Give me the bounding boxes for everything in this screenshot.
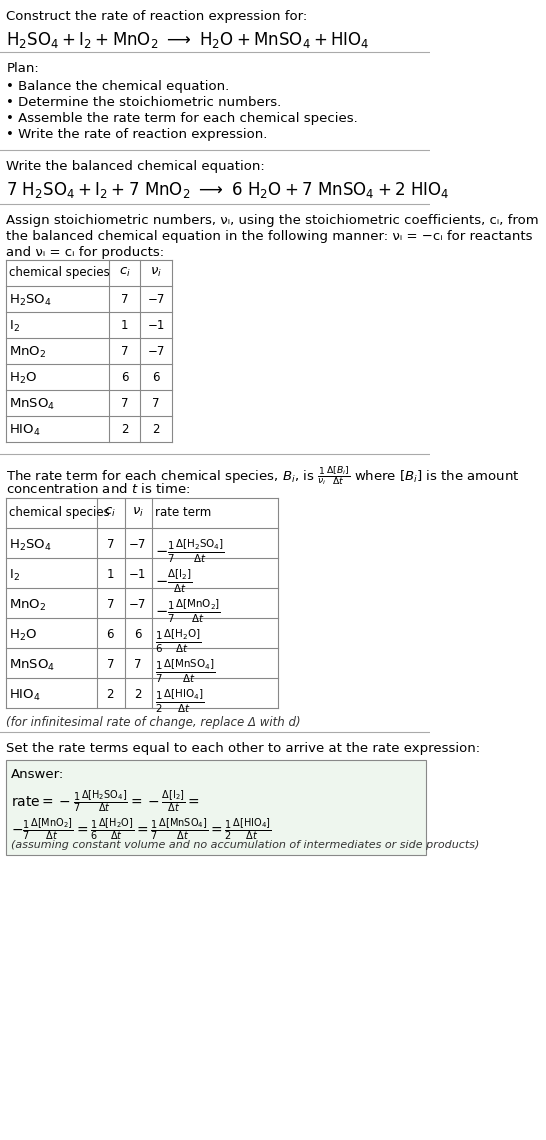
Text: 2: 2 xyxy=(152,423,160,435)
Text: (for infinitesimal rate of change, replace Δ with d): (for infinitesimal rate of change, repla… xyxy=(7,716,301,728)
Text: −1: −1 xyxy=(129,568,147,581)
Text: $\mathregular{H_2O}$: $\mathregular{H_2O}$ xyxy=(9,370,38,386)
Text: 7: 7 xyxy=(121,397,128,410)
Text: −7: −7 xyxy=(129,598,147,611)
Text: the balanced chemical equation in the following manner: νᵢ = −cᵢ for reactants: the balanced chemical equation in the fo… xyxy=(7,230,533,243)
Text: −7: −7 xyxy=(147,293,165,306)
Text: 6: 6 xyxy=(152,370,160,384)
Text: $c_i$: $c_i$ xyxy=(118,266,130,279)
Text: • Write the rate of reaction expression.: • Write the rate of reaction expression. xyxy=(7,128,268,141)
Text: rate term: rate term xyxy=(155,506,211,519)
Text: 1: 1 xyxy=(106,568,114,581)
Text: 7: 7 xyxy=(121,345,128,358)
Text: Plan:: Plan: xyxy=(7,62,39,75)
Text: $-\frac{1}{7}\frac{\Delta[\mathrm{H_2SO_4}]}{\Delta t}$: $-\frac{1}{7}\frac{\Delta[\mathrm{H_2SO_… xyxy=(155,538,225,565)
Text: $\frac{1}{7}\frac{\Delta[\mathrm{MnSO_4}]}{\Delta t}$: $\frac{1}{7}\frac{\Delta[\mathrm{MnSO_4}… xyxy=(155,658,216,685)
Text: $-\frac{1}{7}\frac{\Delta[\mathrm{MnO_2}]}{\Delta t}$: $-\frac{1}{7}\frac{\Delta[\mathrm{MnO_2}… xyxy=(155,598,221,626)
Text: chemical species: chemical species xyxy=(9,506,110,519)
Text: 1: 1 xyxy=(121,319,128,332)
Text: $\mathregular{7\ H_2SO_4 + I_2 + 7\ MnO_2\ \longrightarrow\ 6\ H_2O + 7\ MnSO_4 : $\mathregular{7\ H_2SO_4 + I_2 + 7\ MnO_… xyxy=(7,180,450,200)
Text: Construct the rate of reaction expression for:: Construct the rate of reaction expressio… xyxy=(7,10,307,23)
Text: $\frac{1}{2}\frac{\Delta[\mathrm{HIO_4}]}{\Delta t}$: $\frac{1}{2}\frac{\Delta[\mathrm{HIO_4}]… xyxy=(155,689,204,716)
Text: • Assemble the rate term for each chemical species.: • Assemble the rate term for each chemic… xyxy=(7,112,358,125)
Text: 2: 2 xyxy=(121,423,128,435)
Text: $\mathregular{MnO_2}$: $\mathregular{MnO_2}$ xyxy=(9,598,47,613)
Text: $\mathregular{H_2SO_4}$: $\mathregular{H_2SO_4}$ xyxy=(9,293,52,308)
Text: 6: 6 xyxy=(121,370,128,384)
Text: 7: 7 xyxy=(106,598,114,611)
Text: −7: −7 xyxy=(147,345,165,358)
Text: $\mathregular{MnSO_4}$: $\mathregular{MnSO_4}$ xyxy=(9,397,56,412)
Text: −1: −1 xyxy=(147,319,165,332)
Text: −7: −7 xyxy=(129,538,147,551)
Text: $\nu_i$: $\nu_i$ xyxy=(150,266,162,279)
Text: • Balance the chemical equation.: • Balance the chemical equation. xyxy=(7,80,229,93)
Text: 2: 2 xyxy=(106,689,114,701)
Text: $\mathregular{HIO_4}$: $\mathregular{HIO_4}$ xyxy=(9,423,41,438)
Text: $\mathregular{H_2O}$: $\mathregular{H_2O}$ xyxy=(9,628,38,643)
Text: $\mathregular{I_2}$: $\mathregular{I_2}$ xyxy=(9,319,20,334)
Text: 6: 6 xyxy=(106,628,114,641)
Text: (assuming constant volume and no accumulation of intermediates or side products): (assuming constant volume and no accumul… xyxy=(11,840,479,850)
Text: 7: 7 xyxy=(152,397,160,410)
Text: $\mathregular{I_2}$: $\mathregular{I_2}$ xyxy=(9,568,20,583)
Text: 7: 7 xyxy=(106,658,114,671)
Text: The rate term for each chemical species, $B_i$, is $\frac{1}{\nu_i}\frac{\Delta[: The rate term for each chemical species,… xyxy=(7,464,520,487)
Text: 6: 6 xyxy=(134,628,141,641)
Text: $\mathregular{H_2SO_4}$: $\mathregular{H_2SO_4}$ xyxy=(9,538,52,553)
Text: $\mathregular{HIO_4}$: $\mathregular{HIO_4}$ xyxy=(9,689,41,703)
Text: $\nu_i$: $\nu_i$ xyxy=(132,506,144,519)
Text: $\mathregular{MnSO_4}$: $\mathregular{MnSO_4}$ xyxy=(9,658,56,673)
Text: Assign stoichiometric numbers, νᵢ, using the stoichiometric coefficients, cᵢ, fr: Assign stoichiometric numbers, νᵢ, using… xyxy=(7,214,539,227)
Text: chemical species: chemical species xyxy=(9,266,110,279)
Text: 7: 7 xyxy=(134,658,141,671)
Text: $\mathregular{H_2SO_4 + I_2 + MnO_2\ \longrightarrow\ H_2O + MnSO_4 + HIO_4}$: $\mathregular{H_2SO_4 + I_2 + MnO_2\ \lo… xyxy=(7,30,370,50)
Text: Set the rate terms equal to each other to arrive at the rate expression:: Set the rate terms equal to each other t… xyxy=(7,742,480,755)
Text: $-\frac{\Delta[\mathrm{I_2}]}{\Delta t}$: $-\frac{\Delta[\mathrm{I_2}]}{\Delta t}$ xyxy=(155,568,193,595)
Text: $-\frac{1}{7}\frac{\Delta[\mathrm{MnO_2}]}{\Delta t} = \frac{1}{6}\frac{\Delta[\: $-\frac{1}{7}\frac{\Delta[\mathrm{MnO_2}… xyxy=(11,816,271,841)
Text: Write the balanced chemical equation:: Write the balanced chemical equation: xyxy=(7,160,265,173)
Text: $\mathrm{rate} = -\frac{1}{7}\frac{\Delta[\mathrm{H_2SO_4}]}{\Delta t} = -\frac{: $\mathrm{rate} = -\frac{1}{7}\frac{\Delt… xyxy=(11,788,200,814)
Text: concentration and $t$ is time:: concentration and $t$ is time: xyxy=(7,482,191,496)
Text: and νᵢ = cᵢ for products:: and νᵢ = cᵢ for products: xyxy=(7,246,164,259)
Text: $c_i$: $c_i$ xyxy=(104,506,116,519)
Text: 7: 7 xyxy=(106,538,114,551)
Text: Answer:: Answer: xyxy=(11,768,64,781)
Text: $\mathregular{MnO_2}$: $\mathregular{MnO_2}$ xyxy=(9,345,47,360)
Text: 2: 2 xyxy=(134,689,141,701)
FancyBboxPatch shape xyxy=(7,760,426,855)
Text: 7: 7 xyxy=(121,293,128,306)
Text: $\frac{1}{6}\frac{\Delta[\mathrm{H_2O}]}{\Delta t}$: $\frac{1}{6}\frac{\Delta[\mathrm{H_2O}]}… xyxy=(155,628,201,656)
Text: • Determine the stoichiometric numbers.: • Determine the stoichiometric numbers. xyxy=(7,96,282,109)
